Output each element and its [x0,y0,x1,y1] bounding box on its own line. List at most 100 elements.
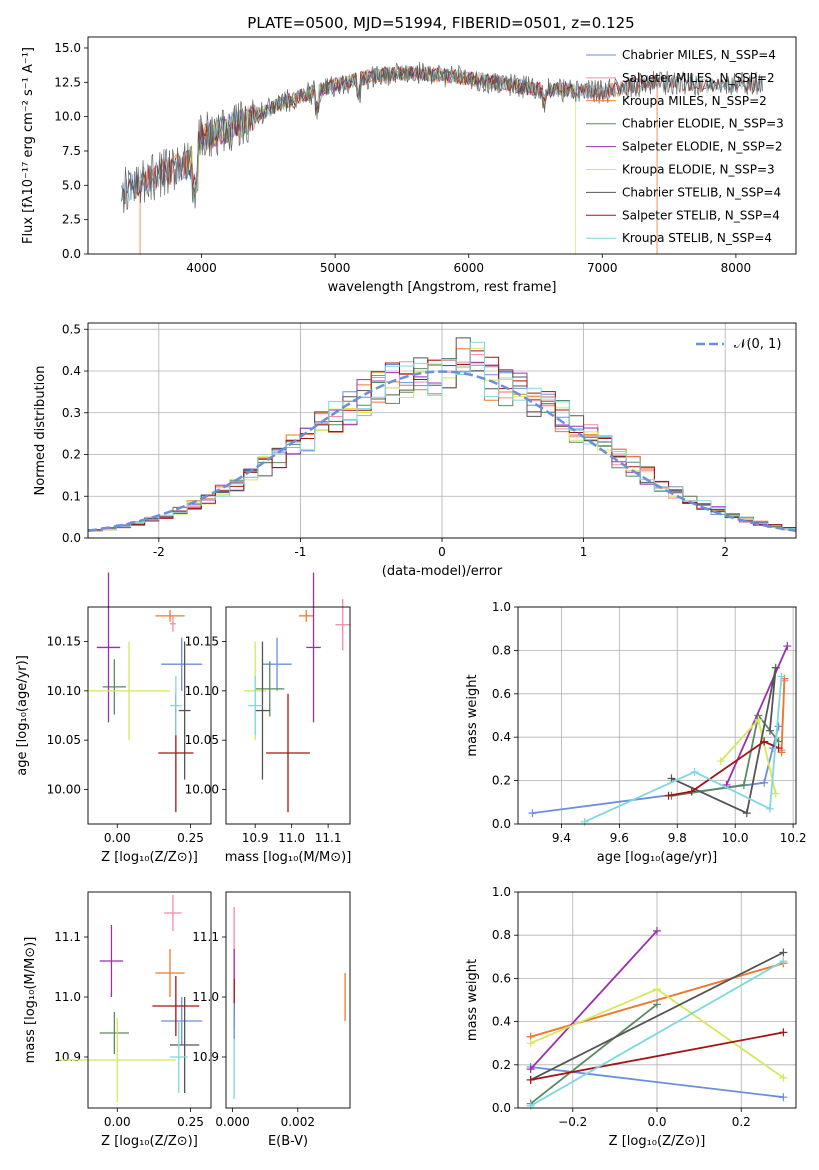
x-tick-label: 7000 [587,261,618,275]
x-tick-label: 11.0 [278,831,305,845]
x-tick-label: 8000 [721,261,752,275]
data-point [526,1039,535,1048]
data-point [783,642,792,651]
x-tick-label: 4000 [186,261,217,275]
y-tick-label: 7.5 [62,144,81,158]
line-series [529,930,658,1070]
data-point [771,663,780,672]
data-point [779,957,788,966]
x-tick-label: 0.002 [281,1115,315,1129]
y-tick-label: 10.9 [192,1050,219,1064]
panel-1: -2 -1 0 1 2 0.0 0.1 0.2 0.3 0.4 0.5 (data-model)/er… [33,322,797,579]
y-tick-label: 11.1 [54,930,81,944]
panel-4: 9.4 9.6 9.8 10.0 10.2 0.0 0.2 0.4 0.6 0.8 1.0 age [… [465,600,806,865]
data-point [664,791,673,800]
data-point [526,1101,535,1110]
x-tick-label: 11.1 [315,831,342,845]
panel-3: 10.9 11.0 11.1 10.00 10.05 10.10 10.15 mass [lo… [185,572,351,865]
y-tick-label: 0.0 [492,817,511,831]
data-point [777,748,786,757]
x-tick-label: 0.25 [177,831,204,845]
line-series [668,740,779,797]
y-tick-label: 0.5 [62,322,81,336]
x-tick-label: 6000 [453,261,484,275]
y-axis-label: Flux [fλ10⁻¹⁷ erg cm⁻² s⁻¹ A⁻¹] [21,47,36,244]
x-tick-label: 5000 [320,261,351,275]
y-tick-label: 0.2 [492,774,511,788]
data-point [742,809,751,818]
y-tick-label: 15.0 [54,41,81,55]
line-series [530,1003,658,1105]
y-axis-label: mass [log₁₀(M/M⊙)] [23,937,38,1064]
legend-label: Kroupa STELIB, N_SSP=4 [622,231,772,245]
plot-frame [87,891,212,1109]
plot-frame [225,606,351,825]
legend-label: Kroupa MILES, N_SSP=2 [622,94,767,108]
legend-label: Chabrier STELIB, N_SSP=4 [622,185,781,199]
data-point [765,804,774,813]
y-axis-label: Normed distribution [33,366,48,496]
data-point [760,737,769,746]
y-axis-label: mass weight [465,674,480,756]
y-tick-label: 10.15 [185,635,219,649]
data-point [716,757,725,766]
x-axis-label: (data-model)/error [382,564,503,579]
x-tick-label: -1 [294,545,306,559]
legend-label: 𝒩(0, 1) [734,337,781,352]
line-series [530,951,784,1081]
data-point [526,1065,535,1074]
x-tick-label: 0.00 [104,1115,131,1129]
normal-curve [87,370,797,532]
x-axis-label: age [log₁₀(age/yr)] [597,850,718,865]
y-tick-label: 10.15 [47,635,81,649]
plot-frame [517,891,797,1109]
x-tick-label: 2 [721,545,729,559]
y-tick-label: 10.05 [185,733,219,747]
data-point [777,672,786,681]
line-series [530,960,784,1107]
y-tick-label: 0.0 [492,1101,511,1115]
y-tick-label: 10.10 [185,684,219,698]
data-point [760,778,769,787]
y-tick-label: 10.9 [54,1050,81,1064]
y-axis-label: mass weight [465,959,480,1041]
data-point [771,789,780,798]
panel-7: −0.2 0.0 0.2 0.0 0.2 0.4 0.6 0.8 1.0 Z [log₁₀(Z/Z… [465,885,797,1149]
line-series [530,1031,784,1081]
x-tick-label: 0.00 [104,831,131,845]
x-tick-label: 0.25 [177,1115,204,1129]
y-tick-label: 10.0 [54,110,81,124]
data-point [779,1028,788,1037]
y-tick-label: 0.3 [62,406,81,420]
legend-label: Chabrier MILES, N_SSP=4 [622,48,776,62]
legend-label: Salpeter ELODIE, N_SSP=2 [622,140,783,154]
data-point [779,1093,788,1102]
y-tick-label: 1.0 [492,600,511,614]
panel-6: 0.000 0.002 10.9 11.0 11.1 E(B-V) [192,891,351,1149]
legend-label: Kroupa ELODIE, N_SSP=3 [622,163,775,177]
data-point [653,926,661,935]
y-tick-label: 11.0 [54,990,81,1004]
x-tick-label: 10.0 [722,831,749,845]
y-tick-label: 0.2 [492,1058,511,1072]
y-tick-label: 0.0 [62,247,81,261]
y-tick-label: 0.4 [492,730,511,744]
histogram-series [87,341,796,538]
line-series [584,676,783,823]
y-tick-label: 1.0 [492,885,511,899]
data-point [580,817,589,826]
data-point [687,787,696,796]
y-tick-label: 10.05 [47,733,81,747]
legend-label: Salpeter MILES, N_SSP=2 [622,71,775,85]
y-tick-label: 0.0 [62,531,81,545]
y-tick-label: 0.6 [492,687,511,701]
data-point [653,1000,661,1009]
y-tick-label: 0.4 [62,364,81,378]
legend-label: Salpeter STELIB, N_SSP=4 [622,208,780,222]
y-tick-label: 0.8 [492,928,511,942]
legend-label: Chabrier ELODIE, N_SSP=3 [622,117,784,131]
y-tick-label: 12.5 [54,75,81,89]
figure-title: PLATE=0500, MJD=51994, FIBERID=0501, z=0… [247,14,634,32]
line-series [725,645,789,786]
data-point [754,715,763,724]
